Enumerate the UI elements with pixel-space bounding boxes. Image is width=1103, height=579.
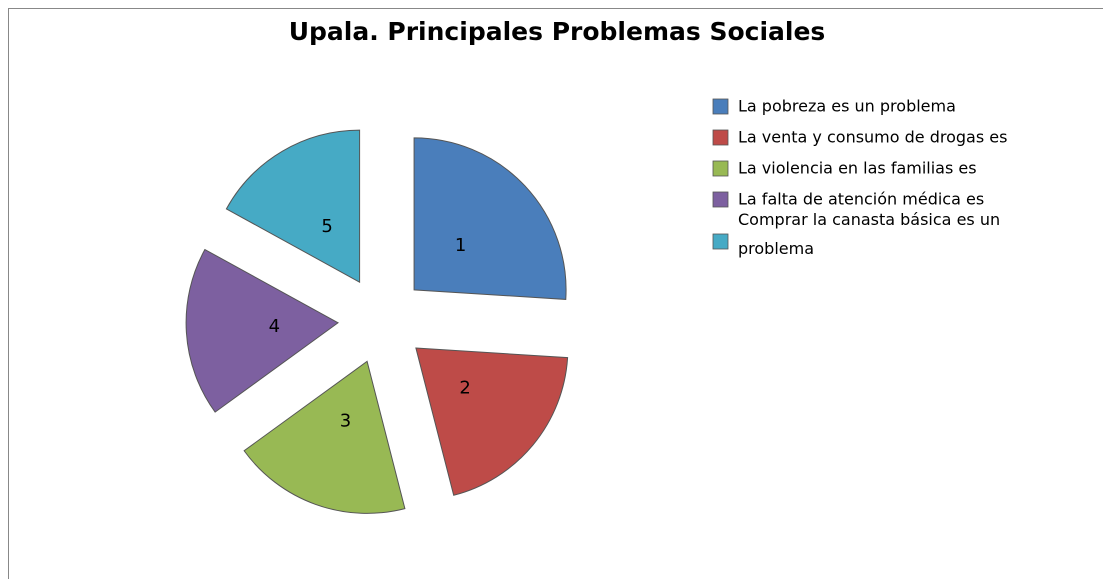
pie-slice [225, 129, 361, 283]
slice-label: 4 [269, 316, 280, 337]
slice-label: 3 [340, 410, 351, 431]
legend-swatch [712, 98, 729, 115]
legend-text: La pobreza es un problema [738, 97, 956, 116]
slice-label: 1 [455, 235, 466, 256]
chart-frame [8, 8, 1103, 579]
legend-text: La falta de atención médica es [738, 190, 984, 209]
legend-swatch [712, 129, 729, 146]
pie-slice [243, 360, 406, 514]
legend-text: La venta y consumo de drogas es [738, 128, 1007, 147]
legend-text: La violencia en las familias es [738, 159, 977, 178]
slice-label: 5 [321, 216, 332, 237]
legend-line: Comprar la canasta básica es un [738, 210, 1000, 229]
pie-slice [413, 137, 567, 300]
pie-slice [185, 248, 340, 413]
legend-line: problema [738, 239, 814, 258]
legend-swatch [712, 160, 729, 177]
slice-label: 2 [459, 378, 470, 399]
legend-swatch [712, 191, 729, 208]
chart-title: Upala. Principales Problemas Sociales [289, 17, 826, 46]
pie-slice [415, 347, 569, 496]
legend-swatch [712, 233, 729, 250]
legend-text: Comprar la canasta básica es un problema [738, 210, 1000, 258]
